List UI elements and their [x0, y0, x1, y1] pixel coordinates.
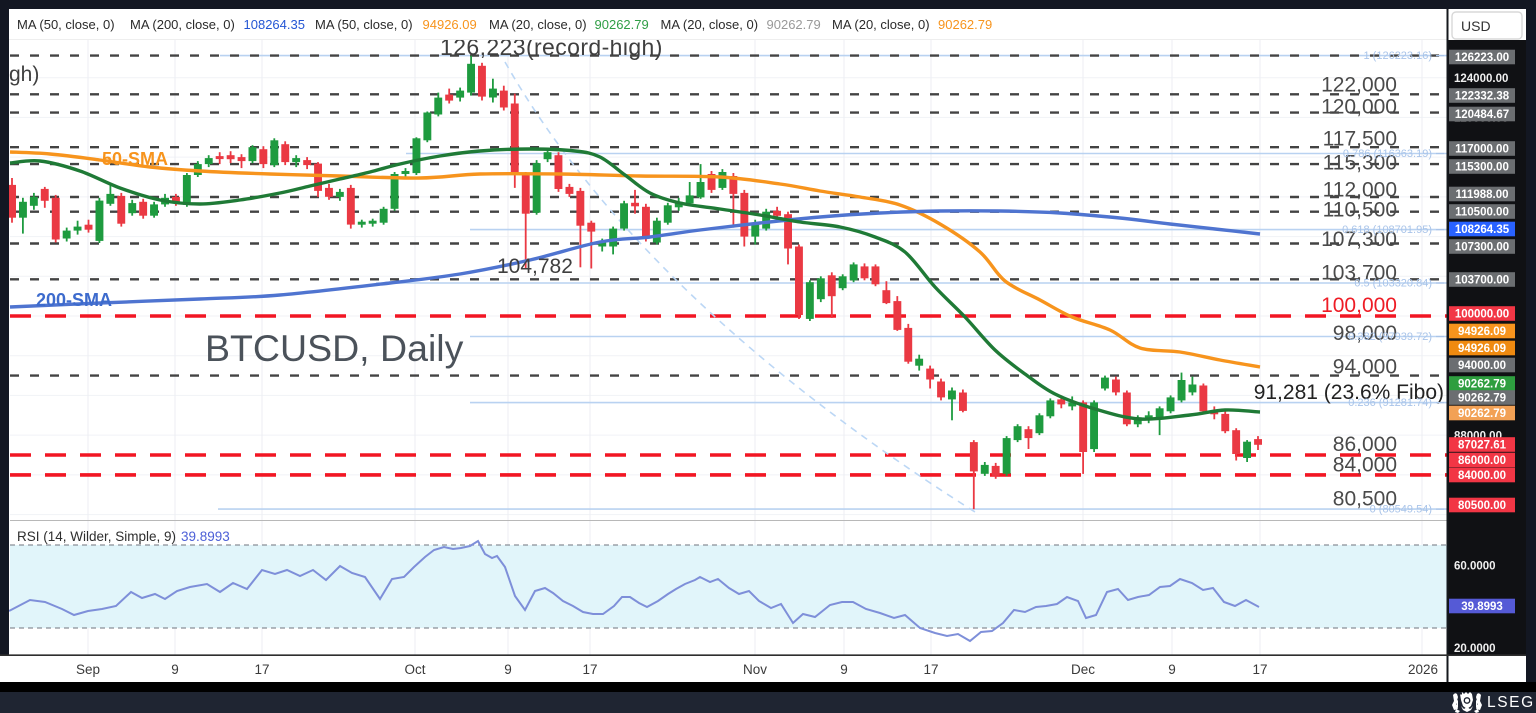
svg-text:111988.00: 111988.00 — [1455, 189, 1508, 201]
svg-text:0.382 (97939.72): 0.382 (97939.72) — [1348, 331, 1432, 343]
svg-text:103700.00: 103700.00 — [1455, 275, 1509, 287]
svg-text:Sep: Sep — [76, 662, 100, 677]
svg-text:108264.35: 108264.35 — [244, 17, 305, 32]
svg-text:90262.79: 90262.79 — [1458, 393, 1506, 405]
svg-text:94926.09: 94926.09 — [1458, 343, 1506, 355]
svg-text:120,000: 120,000 — [1321, 95, 1397, 118]
svg-text:9: 9 — [840, 662, 848, 677]
svg-text:124000.00: 124000.00 — [1454, 73, 1508, 85]
svg-text:MA (50, close, 0): MA (50, close, 0) — [17, 17, 115, 32]
svg-text:17: 17 — [582, 662, 597, 677]
svg-text:122332.38: 122332.38 — [1455, 91, 1510, 103]
svg-text:MA (50, close, 0): MA (50, close, 0) — [315, 17, 413, 32]
svg-text:104,782: 104,782 — [497, 255, 573, 278]
svg-text:MA (20, close, 0): MA (20, close, 0) — [489, 17, 587, 32]
svg-text:90262.79: 90262.79 — [595, 17, 649, 32]
svg-text:120484.67: 120484.67 — [1455, 109, 1509, 121]
svg-text:84000.00: 84000.00 — [1458, 470, 1506, 482]
svg-text:0.236 (91281.74): 0.236 (91281.74) — [1348, 397, 1432, 409]
svg-text:84,000: 84,000 — [1333, 454, 1397, 477]
svg-text:RSI (14, Wilder, Simple, 9): RSI (14, Wilder, Simple, 9) — [17, 529, 176, 544]
svg-text:90262.79: 90262.79 — [938, 17, 992, 32]
svg-text:108264.35: 108264.35 — [1455, 224, 1510, 236]
svg-text:90262.79: 90262.79 — [767, 17, 821, 32]
svg-text:0.618 (108701.95): 0.618 (108701.95) — [1342, 224, 1432, 236]
svg-text:BTCUSD, Daily: BTCUSD, Daily — [205, 327, 464, 369]
svg-text:100,000: 100,000 — [1321, 294, 1397, 317]
svg-text:Oct: Oct — [404, 662, 425, 677]
svg-text:1 (126223.16): 1 (126223.16) — [1364, 50, 1433, 62]
svg-text:gh): gh) — [9, 63, 39, 86]
svg-text:103,700: 103,700 — [1321, 262, 1397, 285]
svg-text:9: 9 — [1168, 662, 1176, 677]
svg-text:94926.09: 94926.09 — [423, 17, 477, 32]
svg-text:9: 9 — [504, 662, 512, 677]
svg-text:17: 17 — [923, 662, 938, 677]
svg-text:86000.00: 86000.00 — [1458, 455, 1506, 467]
svg-text:87027.61: 87027.61 — [1458, 440, 1507, 452]
svg-text:107300.00: 107300.00 — [1455, 242, 1509, 254]
svg-text:9: 9 — [171, 662, 179, 677]
svg-text:115,300: 115,300 — [1323, 152, 1397, 175]
svg-text:91,281 (23.6% Fibo): 91,281 (23.6% Fibo) — [1254, 381, 1444, 404]
svg-text:17: 17 — [1252, 662, 1267, 677]
svg-text:39.8993: 39.8993 — [1461, 601, 1503, 613]
svg-text:100000.00: 100000.00 — [1455, 309, 1509, 321]
svg-text:0.5 (103320.84): 0.5 (103320.84) — [1354, 278, 1432, 290]
svg-text:MA (20, close, 0): MA (20, close, 0) — [832, 17, 930, 32]
svg-text:94000.00: 94000.00 — [1458, 360, 1506, 372]
svg-text:Dec: Dec — [1071, 662, 1095, 677]
svg-text:LSEG: LSEG — [1487, 694, 1535, 711]
svg-text:107,300: 107,300 — [1321, 228, 1397, 251]
svg-text:20.0000: 20.0000 — [1454, 643, 1496, 655]
svg-text:MA (20, close, 0): MA (20, close, 0) — [661, 17, 759, 32]
svg-text:90262.79: 90262.79 — [1458, 408, 1506, 420]
svg-text:80,500: 80,500 — [1333, 488, 1397, 511]
svg-text:94,000: 94,000 — [1333, 356, 1397, 379]
svg-text:0 (80549.54): 0 (80549.54) — [1370, 504, 1432, 516]
svg-text:60.0000: 60.0000 — [1454, 561, 1496, 573]
svg-text:39.8993: 39.8993 — [181, 529, 230, 544]
svg-text:117000.00: 117000.00 — [1455, 144, 1509, 156]
svg-text:126223.00: 126223.00 — [1455, 52, 1509, 64]
svg-text:17: 17 — [254, 662, 269, 677]
svg-text:90262.79: 90262.79 — [1458, 379, 1506, 391]
svg-text:0.786 (116363.19): 0.786 (116363.19) — [1343, 148, 1432, 160]
svg-text:200-SMA: 200-SMA — [36, 290, 112, 310]
svg-text:USD: USD — [1461, 18, 1491, 34]
svg-text:115300.00: 115300.00 — [1455, 162, 1509, 174]
svg-text:86,000: 86,000 — [1333, 433, 1397, 456]
svg-text:122,000: 122,000 — [1321, 74, 1397, 97]
svg-text:110,500: 110,500 — [1323, 199, 1397, 222]
svg-text:94926.09: 94926.09 — [1458, 326, 1506, 338]
svg-text:80500.00: 80500.00 — [1458, 500, 1506, 512]
svg-text:98,000: 98,000 — [1333, 322, 1397, 345]
svg-text:50-SMA: 50-SMA — [102, 149, 168, 169]
svg-text:MA (200, close, 0): MA (200, close, 0) — [130, 17, 235, 32]
svg-text:112,000: 112,000 — [1323, 179, 1397, 202]
svg-text:2026: 2026 — [1408, 662, 1438, 677]
svg-text:117,500: 117,500 — [1323, 128, 1397, 151]
svg-text:Nov: Nov — [743, 662, 767, 677]
svg-text:110500.00: 110500.00 — [1455, 207, 1509, 219]
